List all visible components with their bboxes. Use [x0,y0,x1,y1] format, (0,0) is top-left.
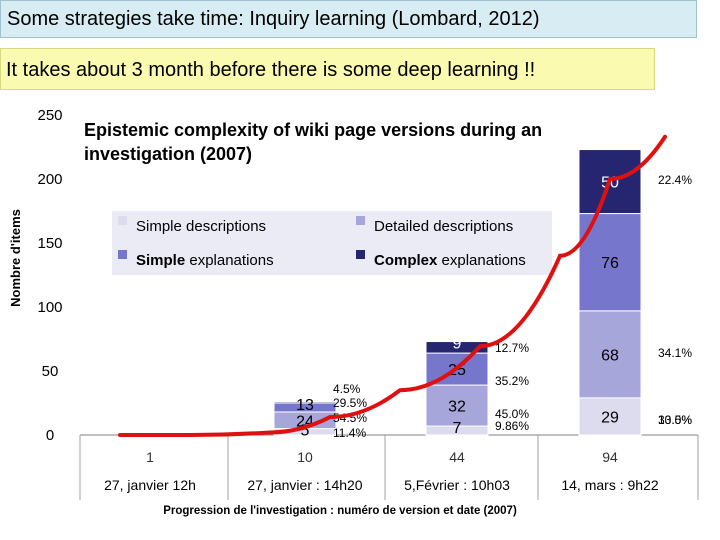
bar-percent-label: 11.4% [333,426,366,440]
bar-value-label: 32 [448,399,466,416]
trend-line [118,134,667,438]
legend-label: Detailed descriptions [374,218,513,235]
x-date-label: 27, janvier 12h [104,477,196,493]
bar-value-label: 13 [296,397,314,414]
legend-label: Simple explanations [136,252,274,269]
bar-value-label: 68 [601,347,619,364]
legend-label: Complex explanations [374,252,526,269]
x-date-label: 27, janvier : 14h20 [247,477,362,493]
bar-percent-label: 12.7% [495,341,529,355]
x-tick-label: 10 [297,449,313,465]
y-tick-label: 0 [46,427,54,444]
slide-title: Some strategies take time: Inquiry learn… [7,8,540,30]
x-date-label: 5,Février : 10h03 [404,477,510,493]
legend-label: Simple descriptions [136,218,266,235]
bar-segment [578,310,642,399]
x-tick-label: 1 [146,449,154,465]
legend-background [112,211,552,275]
bar-percent-label: 35.2% [495,374,529,388]
legend-swatch [356,216,365,225]
bar-percent-label: 30.5% [658,413,692,427]
bar-percent-label: 4.5% [333,382,361,396]
x-axis-label: Progression de l'investigation : numéro … [163,505,517,517]
bar-segment [273,401,337,404]
legend-swatch [118,250,127,259]
slide-subtitle: It takes about 3 month before there is s… [6,59,536,81]
bar-value-label: 9 [453,336,462,353]
y-tick-label: 50 [42,363,59,380]
legend-swatch [118,216,127,225]
bar-percent-label: 29.5% [333,396,367,410]
slide-title-box: Some strategies take time: Inquiry learn… [0,0,697,38]
y-tick-label: 150 [37,235,62,252]
y-tick-label: 200 [37,171,62,188]
bar-percent-label: 22.4% [658,173,692,187]
bar-value-label: 7 [453,420,462,437]
bar-percent-label: 9.86% [495,419,529,433]
legend-swatch [356,250,365,259]
slide-subtitle-box: It takes about 3 month before there is s… [0,48,655,90]
bar-percent-label: 13.0% [658,413,692,427]
bar-value-label: 76 [601,255,619,272]
x-date-label: 14, mars : 9h22 [561,477,658,493]
x-tick-label: 44 [449,449,465,465]
bar-segment [425,384,489,427]
bar-percent-label: 34.1% [658,346,692,360]
bar-value-label: 5 [301,423,310,440]
bar-percent-label: 45.0% [495,407,529,421]
y-tick-label: 100 [37,299,62,316]
y-axis-label: Nombre d'items [8,209,23,307]
x-tick-label: 94 [602,449,618,465]
y-tick-label: 250 [37,107,62,124]
bar-value-label: 29 [601,409,619,426]
bar-segment [578,397,642,436]
chart-title: Epistemic complexity of wiki page versio… [84,120,542,164]
